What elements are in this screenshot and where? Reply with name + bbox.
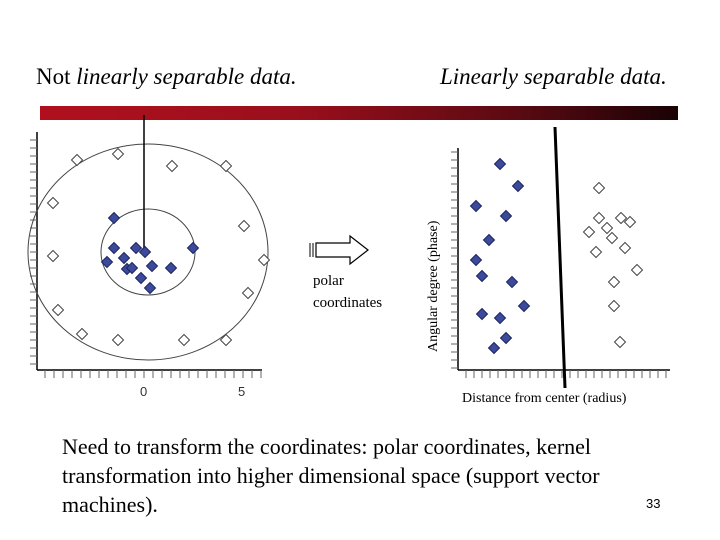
left-plot-points: [47, 148, 270, 346]
filled-diamond-marker: [165, 262, 177, 274]
filled-diamond-marker: [500, 332, 512, 344]
left-y-ticks: [30, 139, 37, 365]
open-diamond-marker: [614, 336, 626, 348]
left-plot: [27, 115, 270, 378]
open-diamond-marker: [583, 226, 595, 238]
filled-diamond-marker: [518, 300, 530, 312]
open-diamond-marker: [619, 242, 631, 254]
outer-circle: [27, 143, 269, 361]
filled-diamond-marker: [108, 212, 120, 224]
open-diamond-marker: [242, 287, 254, 299]
filled-diamond-marker: [483, 234, 495, 246]
filled-diamond-marker: [506, 276, 518, 288]
open-diamond-marker: [608, 276, 620, 288]
right-plot-x-label: Distance from center (radius): [462, 391, 627, 406]
open-diamond-marker: [112, 334, 124, 346]
open-diamond-marker: [606, 232, 618, 244]
filled-diamond-marker: [135, 272, 147, 284]
left-tick-label-0: 0: [140, 384, 148, 399]
open-diamond-marker: [593, 182, 605, 194]
open-diamond-marker: [608, 300, 620, 312]
filled-diamond-marker: [488, 342, 500, 354]
open-diamond-marker: [166, 160, 178, 172]
open-diamond-marker: [238, 220, 250, 232]
open-diamond-marker: [178, 334, 190, 346]
polar-label-line1: polar: [313, 273, 344, 289]
open-diamond-marker: [601, 222, 613, 234]
right-plot: [451, 126, 670, 389]
page-number: 33: [646, 496, 661, 511]
left-x-ticks: [44, 370, 262, 378]
open-diamond-marker: [71, 154, 83, 166]
filled-diamond-marker: [470, 200, 482, 212]
polar-coordinates-label: polar coordinates: [313, 270, 382, 314]
right-plot-y-label: Angular degree (phase): [426, 220, 441, 352]
right-y-ticks: [451, 151, 458, 369]
separating-line: [553, 126, 567, 389]
open-diamond-marker: [47, 250, 59, 262]
filled-diamond-marker: [470, 254, 482, 266]
left-tick-label-5: 5: [238, 384, 246, 399]
filled-diamond-marker: [118, 252, 130, 264]
title-divider-bar: [40, 106, 678, 120]
title-linearly-separable: Linearly separable data.: [440, 64, 667, 89]
open-diamond-marker: [112, 148, 124, 160]
open-diamond-marker: [220, 334, 232, 346]
filled-diamond-marker: [494, 158, 506, 170]
right-arrow-icon: [309, 234, 369, 266]
filled-diamond-marker: [476, 308, 488, 320]
open-diamond-marker: [220, 160, 232, 172]
filled-diamond-marker: [500, 210, 512, 222]
right-x-ticks: [465, 370, 667, 378]
open-diamond-marker: [52, 304, 64, 316]
filled-diamond-marker: [108, 242, 120, 254]
open-diamond-marker: [631, 264, 643, 276]
title-left-prefix: Not: [36, 64, 77, 89]
title-left-italic: linearly separable data.: [76, 64, 297, 89]
open-diamond-marker: [47, 197, 59, 209]
filled-diamond-marker: [494, 312, 506, 324]
title-not-linearly-separable: Not linearly separable data.: [36, 64, 297, 90]
filled-diamond-marker: [187, 242, 199, 254]
body-text: Need to transform the coordinates: polar…: [62, 434, 600, 517]
polar-label-line2: coordinates: [313, 295, 383, 311]
filled-diamond-marker: [476, 270, 488, 282]
filled-diamond-marker: [144, 282, 156, 294]
open-diamond-marker: [590, 246, 602, 258]
open-diamond-marker: [76, 328, 88, 340]
filled-diamond-marker: [512, 180, 524, 192]
open-diamond-marker: [593, 212, 605, 224]
filled-diamond-marker: [146, 260, 158, 272]
